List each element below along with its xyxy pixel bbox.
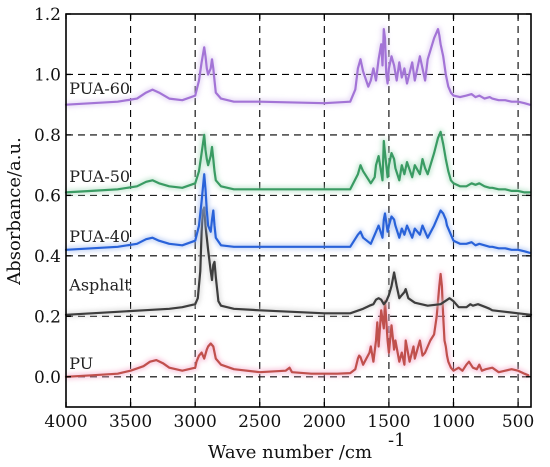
series-line xyxy=(64,206,533,316)
series-line xyxy=(64,130,531,194)
series-glow xyxy=(65,204,532,318)
series-label: PUA-60 xyxy=(69,79,130,98)
x-tick-label: 2500 xyxy=(238,412,281,432)
series-line xyxy=(64,272,530,378)
y-axis-title: Absorbance/a.u. xyxy=(4,137,25,286)
series-glow xyxy=(65,26,531,108)
series-glow xyxy=(65,128,530,196)
axis-ticks: 4000 3500 3000 2500 2000 1500 1000 500 0.0 0.2 0.4… xyxy=(34,5,534,432)
y-tick-label: 0.6 xyxy=(34,186,61,206)
y-tick-label: 0.4 xyxy=(34,247,61,267)
y-tick-label: 1.0 xyxy=(34,65,61,85)
y-tick-label: 0.8 xyxy=(34,126,61,146)
series-glow xyxy=(65,271,530,380)
series-label: PUA-50 xyxy=(69,167,130,186)
x-tick-label: 1000 xyxy=(432,412,475,432)
series-label: PUA-40 xyxy=(69,227,130,246)
x-tick-label: 2000 xyxy=(303,412,346,432)
x-axis-title-superscript: -1 xyxy=(388,430,406,451)
series-labels: PU Asphalt PUA-40 PUA-50 PUA-60 xyxy=(68,79,131,373)
series-lines xyxy=(64,26,533,380)
y-tick-label: 0.0 xyxy=(34,368,61,388)
x-tick-label: 3500 xyxy=(109,412,152,432)
grid-lines xyxy=(66,14,531,407)
series-line xyxy=(64,173,531,254)
series-label: Asphalt xyxy=(68,276,131,295)
x-tick-label: 4000 xyxy=(44,412,87,432)
y-tick-label: 0.2 xyxy=(34,307,61,327)
x-axis-title: Wave number /cm xyxy=(208,442,372,463)
series-label: PU xyxy=(69,354,93,373)
plot-frame xyxy=(65,13,532,408)
x-tick-label: 500 xyxy=(502,412,534,432)
x-tick-label: 3000 xyxy=(174,412,217,432)
y-tick-label: 1.2 xyxy=(34,5,61,25)
x-tick-label: 1500 xyxy=(367,412,410,432)
series-line xyxy=(64,28,531,106)
